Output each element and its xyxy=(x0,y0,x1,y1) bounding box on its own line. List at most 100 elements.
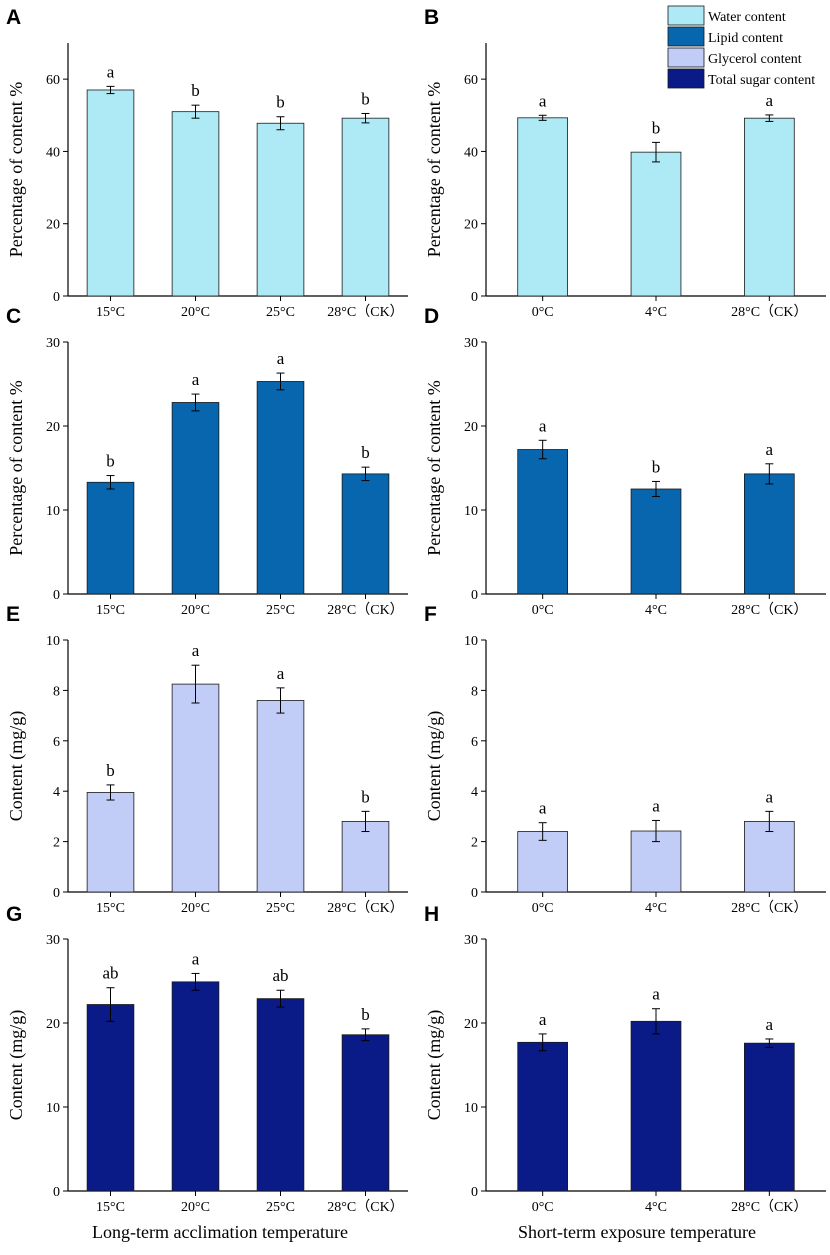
y-tick-label: 20 xyxy=(464,218,478,233)
x-tick-label: 20°C xyxy=(181,901,210,916)
y-tick-label: 10 xyxy=(46,634,60,649)
y-tick-label: 0 xyxy=(471,1185,478,1200)
bar xyxy=(256,700,305,893)
bar xyxy=(744,473,795,595)
y-axis-label: Percentage of content % xyxy=(6,82,26,257)
legend-swatch xyxy=(667,68,705,89)
significance-letter: b xyxy=(361,89,370,108)
y-tick-label: 6 xyxy=(471,735,478,750)
y-tick-label: 4 xyxy=(53,785,60,800)
legend-swatch xyxy=(667,5,705,26)
x-tick-label: 20°C xyxy=(181,1200,210,1215)
x-tick-label: 28°C（CK） xyxy=(327,304,403,320)
x-tick-label: 15°C xyxy=(96,603,125,618)
bar xyxy=(630,151,682,297)
panel-b: B Percentage of content % 0 20 40 60 a 0°C b 4°C a… xyxy=(424,6,826,320)
panel-letter: C xyxy=(6,305,21,328)
panel-h: H Content (mg/g) 0 10 20 30 a 0°C a 4°C a 28°C（CK） xyxy=(424,903,826,1215)
y-tick-label: 2 xyxy=(471,836,478,851)
x-axis-title-right: Short-term exposure temperature xyxy=(518,1222,756,1242)
y-tick-label: 20 xyxy=(46,420,60,435)
panel-letter: A xyxy=(6,6,21,29)
significance-letter: a xyxy=(192,949,200,968)
x-tick-label: 15°C xyxy=(96,901,125,916)
x-tick-label: 25°C xyxy=(266,901,295,916)
y-tick-label: 30 xyxy=(464,336,478,351)
y-axis-label: Percentage of content % xyxy=(424,82,444,257)
x-tick-label: 28°C（CK） xyxy=(731,304,807,320)
significance-letter: a xyxy=(652,796,660,815)
panel-letter: B xyxy=(424,6,439,29)
panel-letter: E xyxy=(6,603,20,626)
x-tick-label: 25°C xyxy=(266,305,295,320)
bar xyxy=(86,1004,135,1192)
y-tick-label: 60 xyxy=(464,73,478,88)
significance-letter: a xyxy=(766,91,774,110)
x-tick-label: 4°C xyxy=(645,305,667,320)
bar xyxy=(171,981,220,1192)
bar xyxy=(86,481,135,595)
x-tick-label: 20°C xyxy=(181,305,210,320)
y-tick-label: 0 xyxy=(53,588,60,603)
bar xyxy=(256,381,305,595)
x-tick-label: 0°C xyxy=(532,305,554,320)
y-tick-label: 30 xyxy=(46,336,60,351)
y-tick-label: 0 xyxy=(53,290,60,305)
significance-letter: a xyxy=(277,664,285,683)
bar xyxy=(341,821,390,893)
panel-a: A Percentage of content % 0 20 40 60 a 15°C b 20°… xyxy=(6,6,408,320)
panel-letter: D xyxy=(424,305,439,328)
x-tick-label: 20°C xyxy=(181,603,210,618)
bar xyxy=(86,792,135,893)
significance-letter: a xyxy=(539,799,547,818)
y-tick-label: 20 xyxy=(464,420,478,435)
y-tick-label: 2 xyxy=(53,836,60,851)
y-tick-label: 30 xyxy=(464,933,478,948)
y-tick-label: 20 xyxy=(464,1017,478,1032)
panel-d: D Percentage of content % 0 10 20 30 a 0°C b 4°C a… xyxy=(424,305,826,618)
bar xyxy=(630,488,682,595)
bar xyxy=(341,1034,390,1192)
significance-letter: b xyxy=(652,457,661,476)
y-tick-label: 4 xyxy=(471,785,478,800)
x-tick-label: 28°C（CK） xyxy=(731,602,807,618)
bar xyxy=(517,449,569,595)
significance-letter: a xyxy=(652,985,660,1004)
significance-letter: a xyxy=(766,787,774,806)
legend-item: Water content xyxy=(667,5,786,26)
x-tick-label: 0°C xyxy=(532,603,554,618)
x-tick-label: 15°C xyxy=(96,1200,125,1215)
significance-letter: ab xyxy=(102,964,118,983)
legend-swatch xyxy=(667,47,705,68)
legend-label: Lipid content xyxy=(708,31,783,46)
y-tick-label: 0 xyxy=(53,1185,60,1200)
significance-letter: b xyxy=(361,787,370,806)
y-tick-label: 20 xyxy=(46,1017,60,1032)
y-tick-label: 10 xyxy=(464,1101,478,1116)
y-tick-label: 0 xyxy=(471,290,478,305)
y-tick-label: 10 xyxy=(46,504,60,519)
significance-letter: a xyxy=(539,91,547,110)
panel-f: F Content (mg/g) 0 2 4 6 8 10 a 0°C a 4°C a 28°C（CK） xyxy=(424,603,826,916)
bar xyxy=(171,111,220,297)
x-tick-label: 0°C xyxy=(532,1200,554,1215)
y-axis-label: Content (mg/g) xyxy=(6,1010,27,1121)
legend-label: Water content xyxy=(708,10,786,25)
y-tick-label: 20 xyxy=(46,218,60,233)
legend-swatch xyxy=(667,26,705,47)
y-tick-label: 6 xyxy=(53,735,60,750)
y-tick-label: 40 xyxy=(464,145,478,160)
legend: Water content Lipid content Glycerol conte… xyxy=(667,5,815,89)
bar xyxy=(630,1020,682,1192)
significance-letter: a xyxy=(277,349,285,368)
y-axis-label: Content (mg/g) xyxy=(424,711,445,822)
bar xyxy=(744,821,795,893)
y-axis-label: Percentage of content % xyxy=(6,380,26,555)
y-tick-label: 0 xyxy=(471,886,478,901)
significance-letter: b xyxy=(361,1005,370,1024)
bar xyxy=(517,1041,569,1192)
y-tick-label: 8 xyxy=(53,684,60,699)
x-tick-label: 28°C（CK） xyxy=(327,900,403,916)
significance-letter: a xyxy=(192,370,200,389)
